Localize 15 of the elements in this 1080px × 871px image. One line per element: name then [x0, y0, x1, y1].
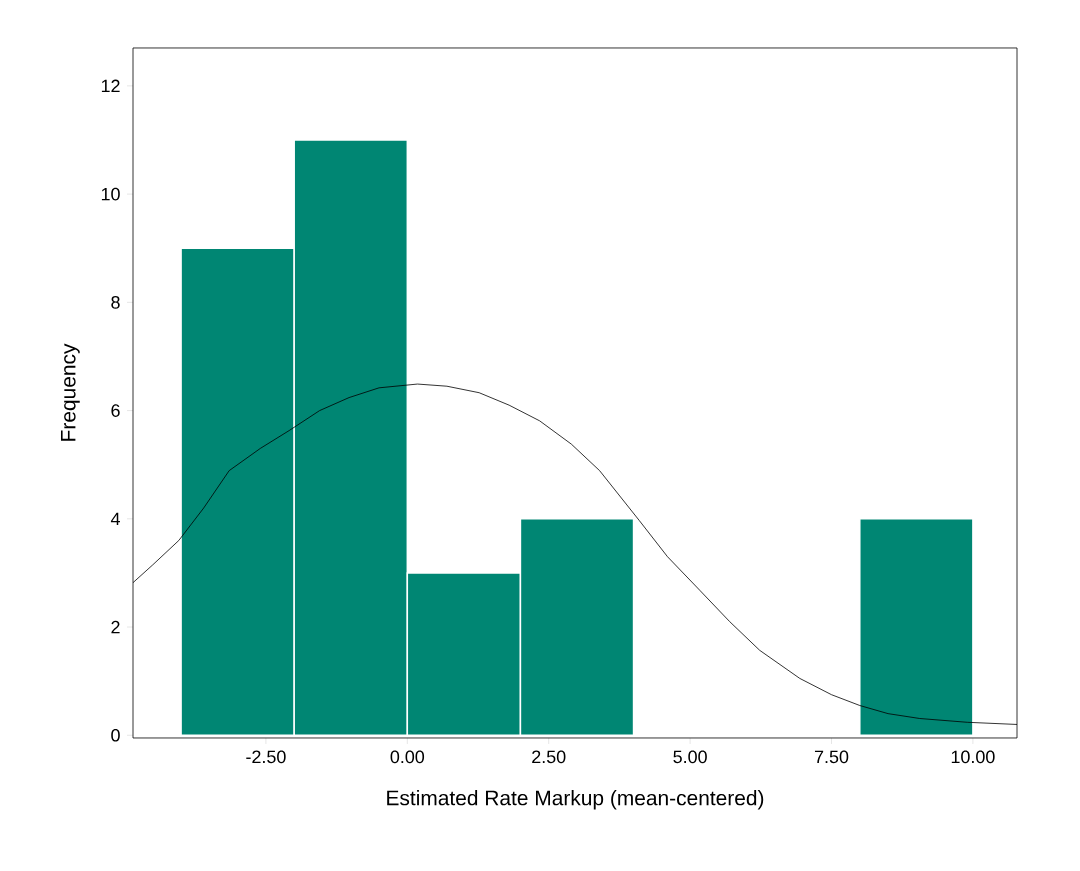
x-tick-label: 2.50: [532, 750, 566, 764]
x-tick-label: 10.00: [951, 750, 995, 764]
x-tick-label: 7.50: [814, 750, 849, 764]
y-tick-label: 0: [111, 728, 120, 742]
y-tick-label: 6: [111, 404, 120, 417]
x-tick-label: -2.50: [246, 750, 286, 764]
y-tick-label: 10: [101, 187, 120, 201]
y-tick-label: 2: [111, 620, 120, 634]
y-tick-label: 4: [110, 512, 120, 525]
y-tick-label: 8: [111, 295, 120, 309]
x-tick-label: 0.00: [390, 750, 425, 764]
y-axis-title: Frequency: [61, 343, 80, 441]
y-tick-label: 12: [101, 79, 120, 93]
x-tick-label: 5.00: [673, 750, 707, 764]
x-axis-title: Estimated Rate Markup (mean-centered): [387, 790, 764, 810]
